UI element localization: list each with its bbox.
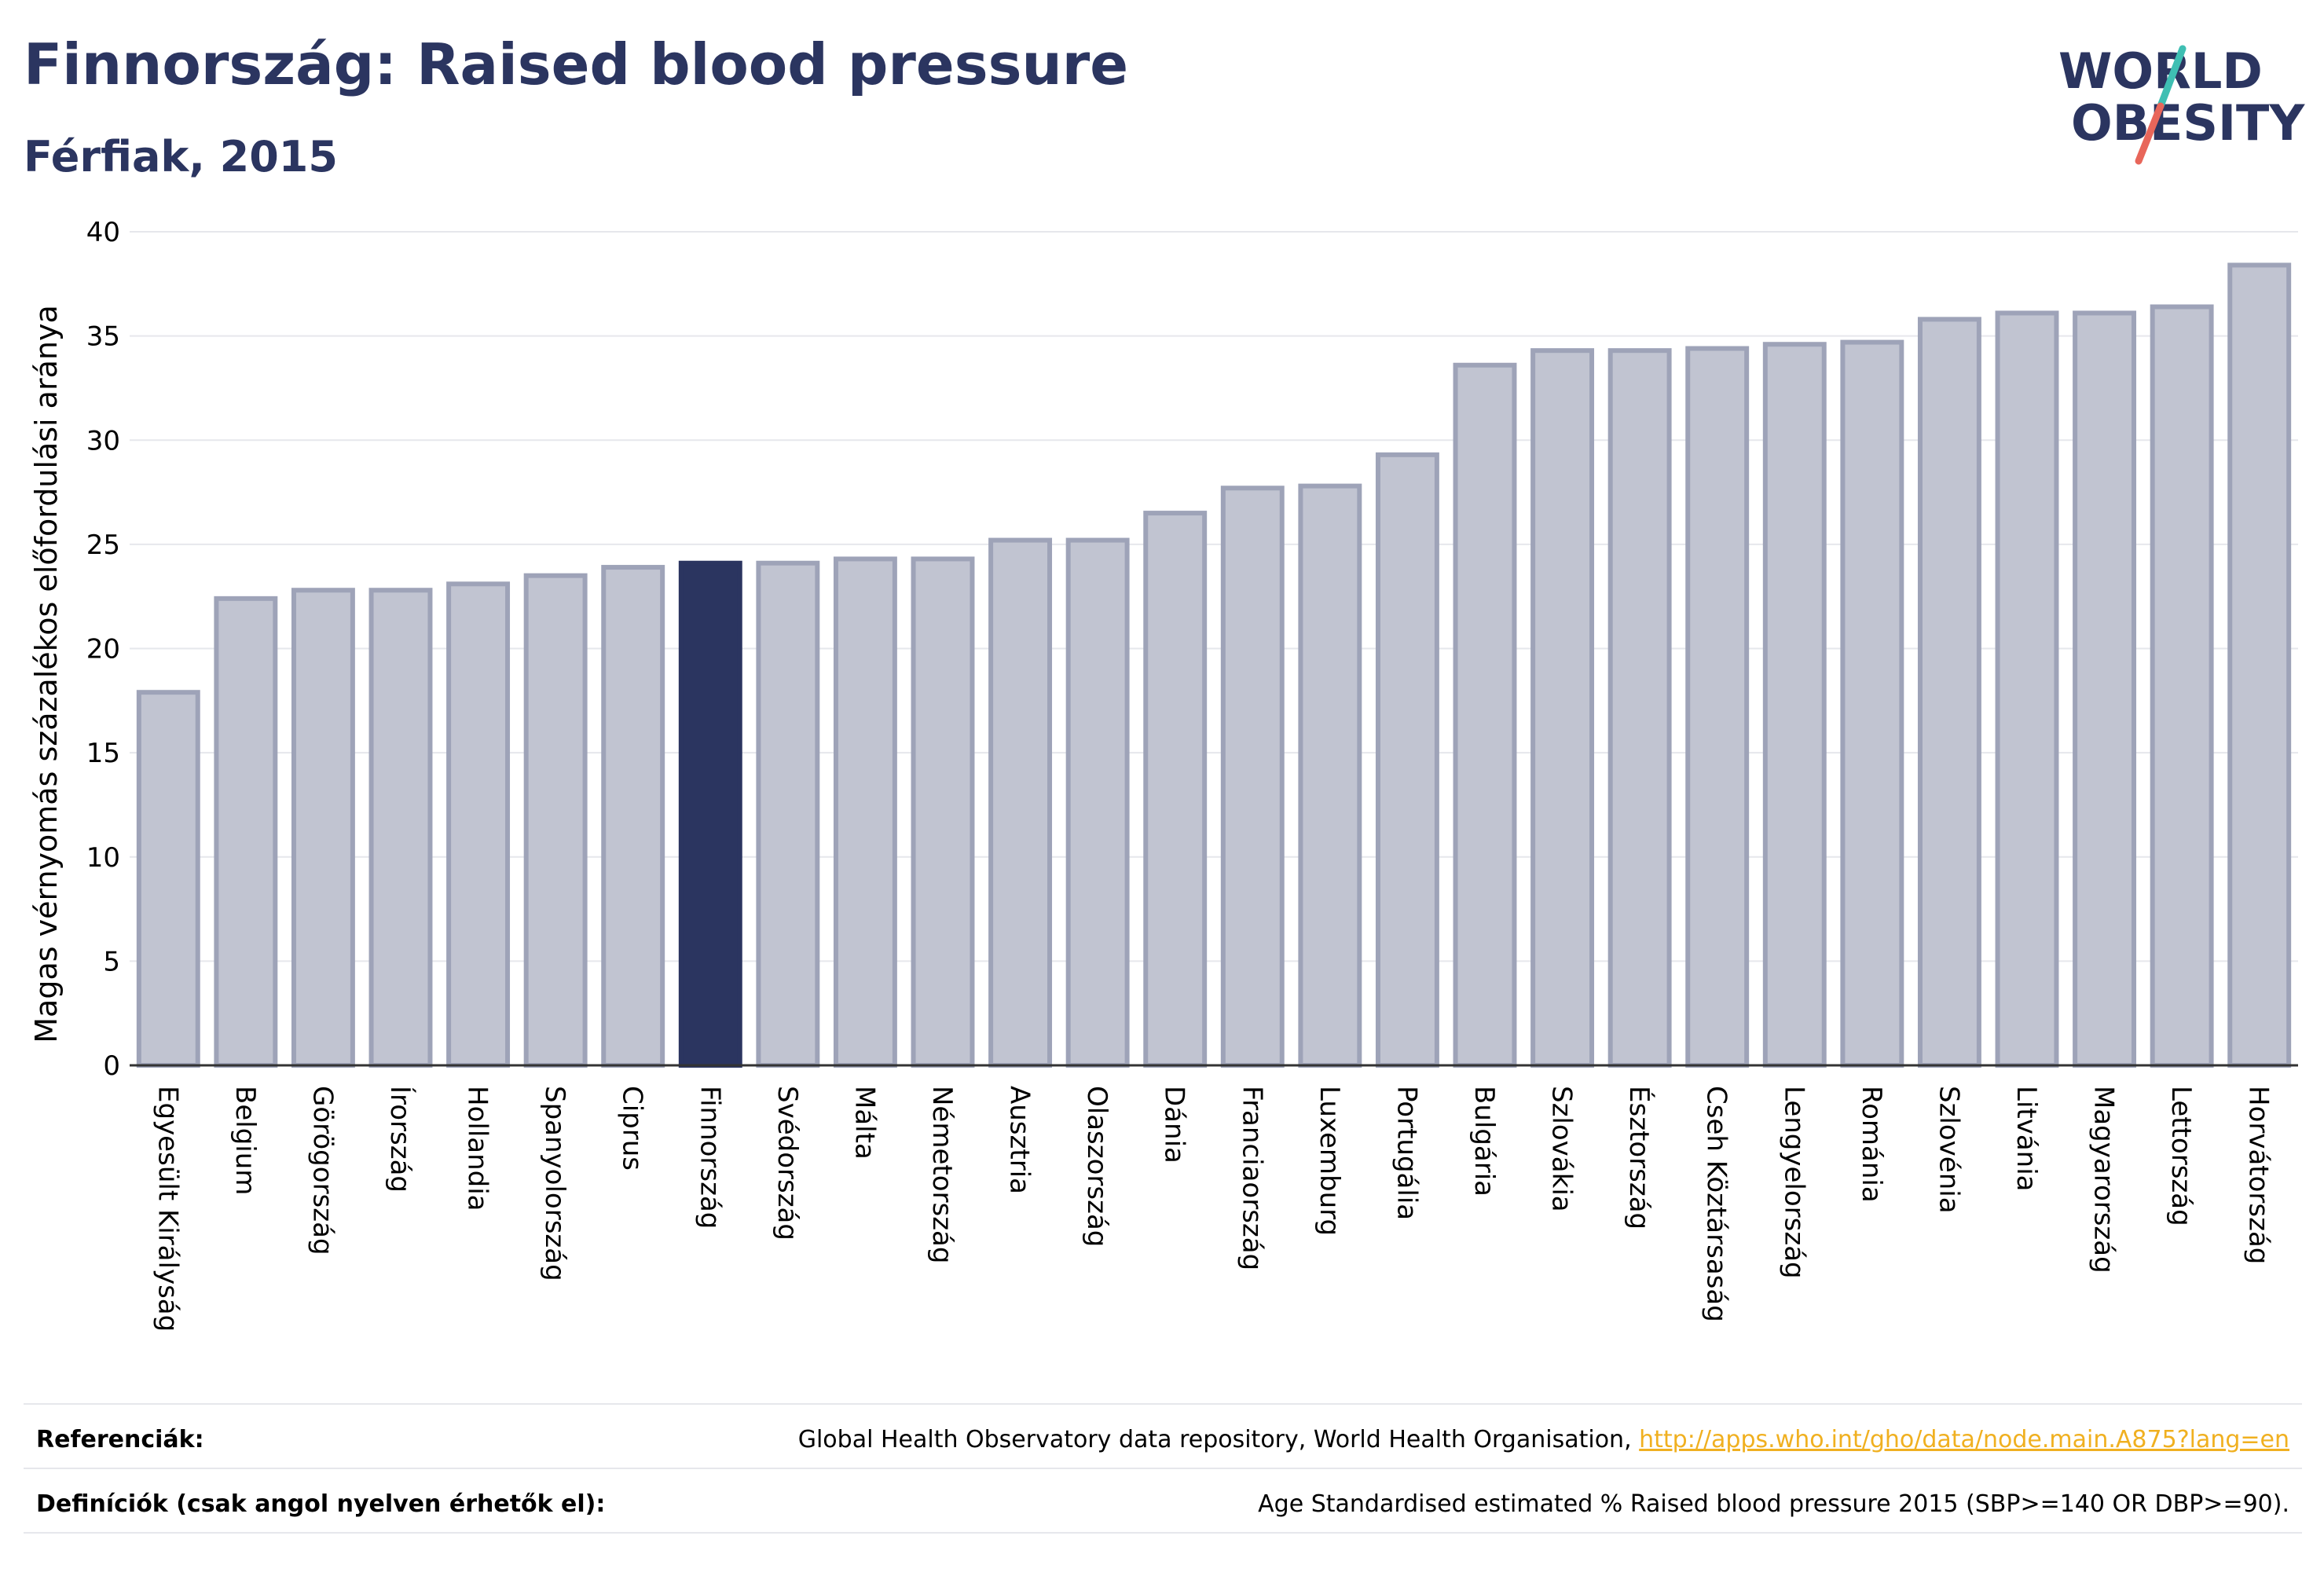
y-tick-label: 30 bbox=[86, 425, 120, 456]
x-tick-label: Finnország bbox=[694, 1086, 725, 1229]
x-tick-label: Franciaország bbox=[1236, 1086, 1267, 1270]
x-tick-label: Horvátország bbox=[2243, 1086, 2275, 1264]
logo-line1: WORLD bbox=[2058, 42, 2263, 100]
logo-line2: OBESITY bbox=[2071, 94, 2305, 152]
x-tick-label: Görögország bbox=[306, 1086, 338, 1255]
definitions-text: Age Standardised estimated % Raised bloo… bbox=[1258, 1490, 2289, 1518]
chart-title: Finnország: Raised blood pressure bbox=[24, 31, 1129, 97]
x-tick-label: Dánia bbox=[1159, 1086, 1190, 1164]
bar bbox=[1065, 537, 1130, 1068]
logo-slash-teal bbox=[2157, 45, 2187, 110]
x-tick-label: Luxemburg bbox=[1314, 1086, 1345, 1236]
x-tick-label: Litvánia bbox=[2011, 1086, 2042, 1192]
references-source: Global Health Observatory data repositor… bbox=[797, 1426, 1640, 1453]
x-tick-label: Málta bbox=[849, 1086, 880, 1160]
bar bbox=[988, 537, 1053, 1068]
x-tick-label: Hollandia bbox=[462, 1086, 493, 1211]
bar bbox=[601, 565, 665, 1068]
bar bbox=[1453, 362, 1517, 1068]
bar bbox=[1220, 486, 1285, 1068]
definitions-label: Definíciók (csak angol nyelven érhetők e… bbox=[36, 1490, 606, 1518]
bar bbox=[1298, 483, 1362, 1068]
logo-slash-red bbox=[2135, 102, 2165, 165]
footer-divider-bottom bbox=[24, 1532, 2302, 1534]
x-tick-label: Németország bbox=[926, 1086, 958, 1263]
bar bbox=[2150, 304, 2214, 1068]
bar bbox=[136, 690, 200, 1068]
y-tick-label: 5 bbox=[103, 946, 120, 977]
x-tick-label: Bulgária bbox=[1468, 1086, 1500, 1197]
bar bbox=[2227, 262, 2292, 1068]
x-tick-label: Ausztria bbox=[1004, 1086, 1036, 1194]
bar bbox=[1530, 348, 1595, 1068]
bar bbox=[1917, 317, 1981, 1068]
references-label: Referenciák: bbox=[36, 1426, 204, 1453]
bar bbox=[2073, 310, 2137, 1068]
footer-divider-top bbox=[24, 1403, 2302, 1405]
bar bbox=[291, 588, 355, 1068]
bar bbox=[1995, 310, 2059, 1068]
x-tick-label: Észtország bbox=[1623, 1086, 1655, 1230]
bar bbox=[756, 560, 820, 1068]
bar bbox=[523, 573, 588, 1068]
x-tick-label: Írország bbox=[384, 1086, 416, 1193]
y-tick-label: 0 bbox=[103, 1050, 120, 1082]
x-tick-label: Lettország bbox=[2165, 1086, 2197, 1226]
bar bbox=[1375, 452, 1439, 1068]
x-tick-label: Románia bbox=[1856, 1086, 1887, 1203]
y-axis-label: Magas vérnyomás százalékos előfordulási … bbox=[29, 305, 64, 1043]
bar bbox=[1143, 511, 1208, 1068]
x-tick-label: Szlovákia bbox=[1546, 1086, 1578, 1212]
y-tick-label: 20 bbox=[86, 634, 120, 665]
chart-subtitle: Férfiak, 2015 bbox=[24, 132, 338, 181]
bar bbox=[1762, 342, 1827, 1068]
x-tick-label: Svédország bbox=[772, 1086, 803, 1241]
x-tick-label: Magyarország bbox=[2088, 1086, 2120, 1274]
references-text: Global Health Observatory data repositor… bbox=[798, 1426, 2289, 1453]
bar bbox=[833, 556, 897, 1068]
y-tick-label: 40 bbox=[86, 217, 120, 248]
x-tick-label: Szlovénia bbox=[1933, 1086, 1964, 1214]
references-link[interactable]: http://apps.who.int/gho/data/node.main.A… bbox=[1639, 1426, 2289, 1453]
x-tick-label: Lengyelország bbox=[1778, 1086, 1809, 1279]
bar bbox=[446, 581, 511, 1068]
world-obesity-logo: WORLD OBESITY bbox=[2058, 42, 2305, 165]
bar bbox=[368, 588, 433, 1068]
bar bbox=[911, 556, 975, 1068]
x-tick-label: Egyesült Királyság bbox=[152, 1086, 183, 1332]
bar bbox=[1607, 348, 1672, 1068]
bar bbox=[214, 596, 278, 1068]
x-tick-label: Cseh Köztársaság bbox=[1701, 1086, 1732, 1322]
x-tick-label: Spanyolország bbox=[539, 1086, 570, 1281]
x-tick-label: Belgium bbox=[229, 1086, 261, 1195]
bar-chart: 0 5 10 15 20 25 30 35 40 Egyesült Királyság Belgi… bbox=[29, 217, 2298, 1332]
y-tick-label: 25 bbox=[86, 530, 120, 561]
y-tick-label: 35 bbox=[86, 321, 120, 353]
y-tick-label: 10 bbox=[86, 842, 120, 874]
bar bbox=[1840, 339, 1904, 1068]
bar bbox=[1685, 346, 1750, 1068]
x-tick-label: Ciprus bbox=[617, 1086, 648, 1171]
footer-divider-middle bbox=[24, 1468, 2302, 1469]
x-tick-label: Portugália bbox=[1391, 1086, 1422, 1220]
x-tick-label: Olaszország bbox=[1081, 1086, 1113, 1247]
y-tick-label: 15 bbox=[86, 738, 120, 769]
bar-highlight bbox=[678, 560, 742, 1068]
